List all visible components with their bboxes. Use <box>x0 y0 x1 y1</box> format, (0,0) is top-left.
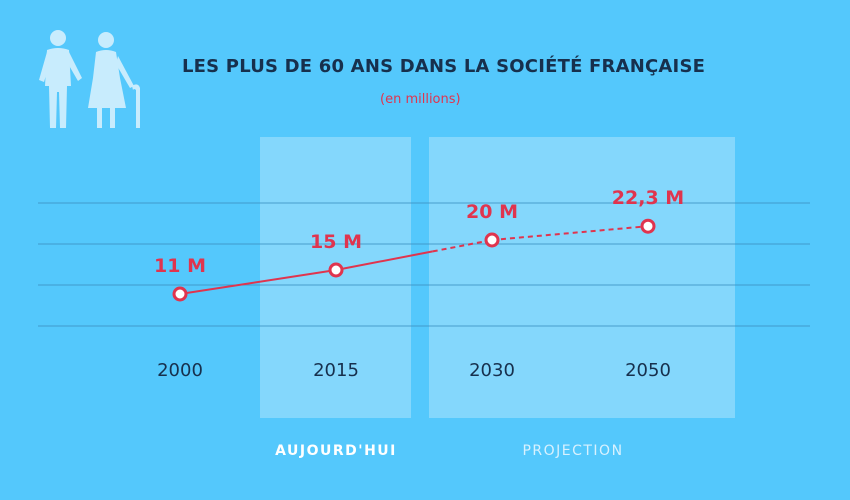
data-label-2015: 15 M <box>310 231 362 253</box>
series-segment-2-projected <box>491 225 649 241</box>
x-tick-label-2030: 2030 <box>469 360 515 381</box>
data-point-2030 <box>484 232 500 248</box>
band-label-today: AUJOURD'HUI <box>275 443 397 459</box>
x-tick-label-2050: 2050 <box>625 360 671 381</box>
data-point-2000 <box>172 286 188 302</box>
chart-subtitle: (en millions) <box>380 92 461 107</box>
data-point-2015 <box>328 262 344 278</box>
series-segment-1-projected <box>432 239 493 253</box>
data-label-2030: 20 M <box>466 201 518 223</box>
chart-title: LES PLUS DE 60 ANS DANS LA SOCIÉTÉ FRANÇ… <box>182 56 706 77</box>
x-tick-label-2000: 2000 <box>157 360 203 381</box>
elderly-couple-icon <box>39 30 140 128</box>
x-tick-label-2015: 2015 <box>313 360 359 381</box>
data-point-2050 <box>640 218 656 234</box>
series-segment-1 <box>335 250 433 271</box>
band-label-projection: PROJECTION <box>522 443 624 459</box>
band-projection <box>429 137 735 418</box>
data-label-2050: 22,3 M <box>612 187 684 209</box>
data-label-2000: 11 M <box>154 255 206 277</box>
series-segment-0 <box>179 269 337 295</box>
